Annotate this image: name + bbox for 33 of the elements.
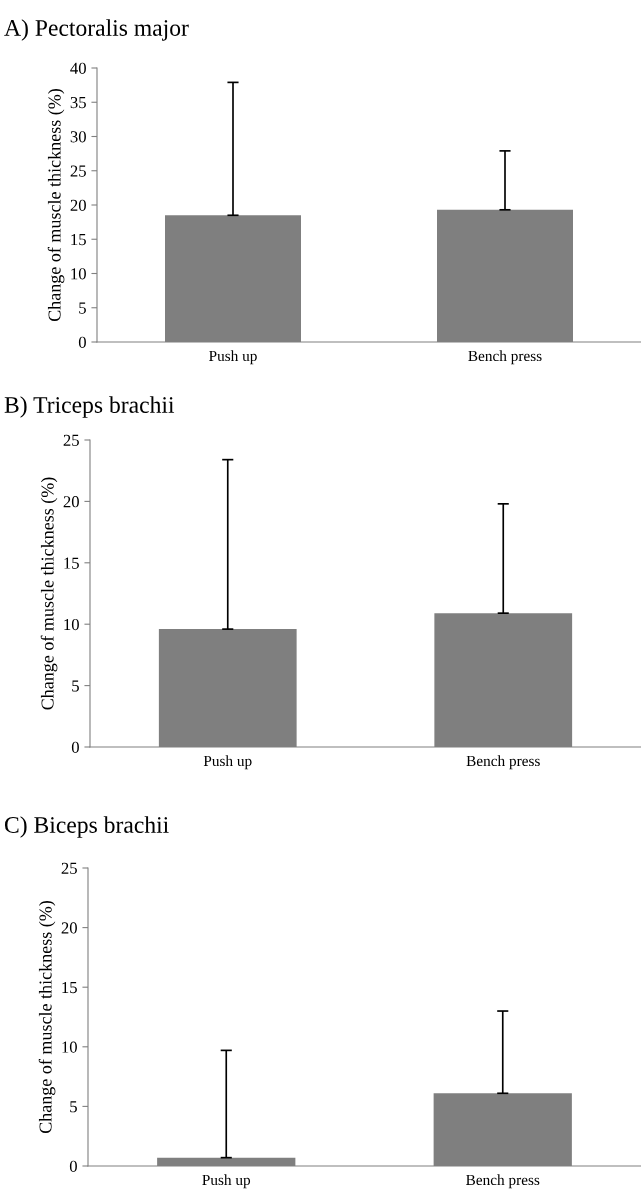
x-tick-label: Bench press [466, 755, 540, 770]
y-tick-label: 25 [70, 165, 86, 177]
y-tick-label: 10 [71, 268, 86, 280]
y-tick-label: 30 [70, 131, 86, 143]
x-tick-label: Push up [209, 350, 257, 365]
x-tick-label: Push up [203, 755, 252, 770]
y-tick-label: 10 [62, 1041, 77, 1053]
y-tick-label: 15 [64, 557, 79, 569]
chart-title: B) Triceps brachii [4, 396, 175, 418]
y-tick-label: 15 [71, 234, 86, 246]
x-tick-label: Bench press [466, 1174, 540, 1189]
y-tick-label: 0 [69, 1160, 77, 1172]
y-tick-label: 25 [61, 862, 77, 874]
y-tick-label: 5 [79, 302, 86, 314]
y-tick-label: 25 [63, 434, 79, 446]
y-axis-title: Change of muscle thickness (%) [40, 477, 58, 710]
y-tick-label: 20 [70, 199, 86, 211]
y-tick-label: 35 [70, 97, 86, 109]
chart-title: C) Biceps brachii [4, 816, 169, 838]
y-tick-label: 0 [71, 741, 79, 753]
y-tick-label: 40 [70, 62, 86, 74]
y-tick-label: 0 [78, 336, 86, 348]
y-tick-label: 20 [63, 496, 79, 508]
y-axis-title: Change of muscle thickness (%) [38, 900, 56, 1134]
y-axis-title: Change of muscle thickness (%) [47, 88, 65, 322]
y-tick-label: 20 [61, 922, 77, 934]
chart-title: A) Pectoralis major [4, 19, 189, 41]
y-tick-label: 5 [72, 680, 79, 692]
x-tick-label: Bench press [468, 350, 542, 365]
y-tick-label: 15 [62, 981, 77, 994]
y-tick-label: 5 [70, 1101, 77, 1113]
y-tick-label: 10 [64, 618, 79, 631]
x-tick-label: Push up [202, 1174, 251, 1189]
